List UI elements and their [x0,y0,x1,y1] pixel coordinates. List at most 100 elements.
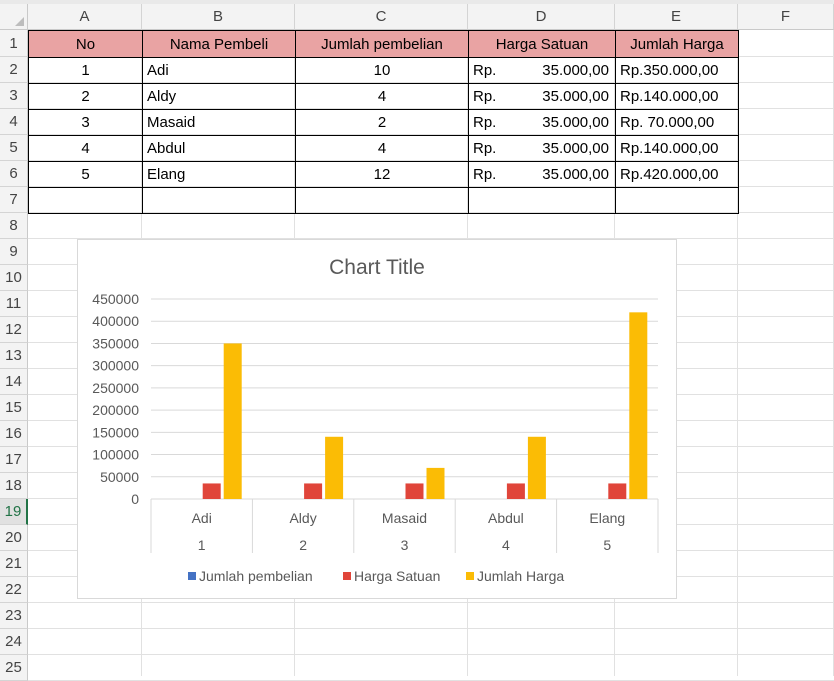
empty-cell[interactable] [468,187,616,214]
gridline-horizontal [28,628,834,629]
column-header-f[interactable]: F [738,4,834,30]
column-header-c[interactable]: C [295,4,468,30]
amount-value: 35.000,00 [542,62,609,79]
header-cell[interactable]: Jumlah pembelian [295,30,469,58]
cell-harga-satuan[interactable]: Rp.35.000,00 [468,161,616,188]
row-header-8[interactable]: 8 [0,213,28,239]
empty-cell[interactable] [295,187,469,214]
bar-jumlah-harga[interactable] [528,437,546,499]
cell-nama-pembeli[interactable]: Aldy [142,83,296,110]
row-header-11[interactable]: 11 [0,291,28,317]
bar-harga-satuan[interactable] [304,483,322,499]
chart-title[interactable]: Chart Title [329,256,425,279]
x-category-sublabel: 4 [502,537,510,553]
cell-jumlah-harga[interactable]: Rp.350.000,00 [615,57,739,84]
bar-jumlah-harga[interactable] [427,468,445,499]
row-header-10[interactable]: 10 [0,265,28,291]
cell-jumlah-harga[interactable]: Rp.140.000,00 [615,83,739,110]
row-header-3[interactable]: 3 [0,83,28,109]
row-header-2[interactable]: 2 [0,57,28,83]
cell-jumlah-pembelian[interactable]: 4 [295,135,469,162]
column-header-b[interactable]: B [142,4,295,30]
amount-value: 35.000,00 [542,140,609,157]
cell-jumlah-pembelian[interactable]: 2 [295,109,469,136]
cell-jumlah-pembelian[interactable]: 4 [295,83,469,110]
bar-harga-satuan[interactable] [608,483,626,499]
row-header-14[interactable]: 14 [0,369,28,395]
cell-harga-satuan[interactable]: Rp.35.000,00 [468,135,616,162]
x-category-label: Adi [192,510,212,526]
cell-no[interactable]: 4 [28,135,143,162]
legend-entry[interactable]: Harga Satuan [354,568,440,584]
header-cell[interactable]: Jumlah Harga [615,30,739,58]
cell-no[interactable]: 3 [28,109,143,136]
row-header-5[interactable]: 5 [0,135,28,161]
gridline-horizontal [28,602,834,603]
y-tick-label: 400000 [92,313,139,329]
row-header-17[interactable]: 17 [0,447,28,473]
row-header-19[interactable]: 19 [0,499,28,525]
row-header-21[interactable]: 21 [0,551,28,577]
row-header-15[interactable]: 15 [0,395,28,421]
row-header-7[interactable]: 7 [0,187,28,213]
cell-nama-pembeli[interactable]: Elang [142,161,296,188]
y-tick-label: 50000 [100,469,139,485]
row-header-23[interactable]: 23 [0,603,28,629]
cell-jumlah-pembelian[interactable]: 12 [295,161,469,188]
legend-entry[interactable]: Jumlah pembelian [199,568,313,584]
cell-no[interactable]: 2 [28,83,143,110]
row-header-24[interactable]: 24 [0,629,28,655]
cell-jumlah-harga[interactable]: Rp.140.000,00 [615,135,739,162]
empty-cell[interactable] [615,187,739,214]
cell-nama-pembeli[interactable]: Abdul [142,135,296,162]
bar-jumlah-harga[interactable] [325,437,343,499]
y-tick-label: 0 [131,491,139,507]
row-header-18[interactable]: 18 [0,473,28,499]
column-header-e[interactable]: E [615,4,738,30]
legend-swatch [466,572,474,580]
cell-no[interactable]: 1 [28,57,143,84]
row-header-1[interactable]: 1 [0,30,28,57]
bar-jumlah-harga[interactable] [224,343,242,499]
currency-label: Rp. [473,62,496,79]
cell-jumlah-harga[interactable]: Rp.420.000,00 [615,161,739,188]
bar-jumlah-harga[interactable] [629,312,647,499]
y-tick-label: 200000 [92,402,139,418]
row-header-12[interactable]: 12 [0,317,28,343]
header-cell[interactable]: Harga Satuan [468,30,616,58]
column-header-d[interactable]: D [468,4,615,30]
amount-value: 35.000,00 [542,166,609,183]
header-cell[interactable]: No [28,30,143,58]
row-header-25[interactable]: 25 [0,655,28,681]
bar-harga-satuan[interactable] [507,483,525,499]
empty-cell[interactable] [28,187,143,214]
cell-no[interactable]: 5 [28,161,143,188]
row-header-22[interactable]: 22 [0,577,28,603]
cell-jumlah-pembelian[interactable]: 10 [295,57,469,84]
row-header-6[interactable]: 6 [0,161,28,187]
cell-jumlah-harga[interactable]: Rp. 70.000,00 [615,109,739,136]
cell-nama-pembeli[interactable]: Adi [142,57,296,84]
legend-entry[interactable]: Jumlah Harga [477,568,564,584]
empty-cell[interactable] [142,187,296,214]
bar-harga-satuan[interactable] [406,483,424,499]
y-tick-label: 100000 [92,447,139,463]
cell-harga-satuan[interactable]: Rp.35.000,00 [468,83,616,110]
header-cell[interactable]: Nama Pembeli [142,30,296,58]
row-header-4[interactable]: 4 [0,109,28,135]
row-header-13[interactable]: 13 [0,343,28,369]
select-all-button[interactable] [0,4,28,30]
row-header-16[interactable]: 16 [0,421,28,447]
column-header-a[interactable]: A [28,4,142,30]
cell-harga-satuan[interactable]: Rp. 35.000,00 [468,57,616,84]
x-category-sublabel: 2 [299,537,307,553]
cell-harga-satuan[interactable]: Rp.35.000,00 [468,109,616,136]
bar-harga-satuan[interactable] [203,483,221,499]
cell-nama-pembeli[interactable]: Masaid [142,109,296,136]
y-tick-label: 350000 [92,335,139,351]
amount-value: 35.000,00 [542,114,609,131]
x-category-label: Masaid [382,510,427,526]
row-header-20[interactable]: 20 [0,525,28,551]
row-header-9[interactable]: 9 [0,239,28,265]
